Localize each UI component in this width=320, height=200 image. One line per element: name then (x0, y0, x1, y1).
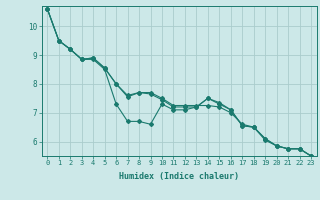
X-axis label: Humidex (Indice chaleur): Humidex (Indice chaleur) (119, 172, 239, 181)
